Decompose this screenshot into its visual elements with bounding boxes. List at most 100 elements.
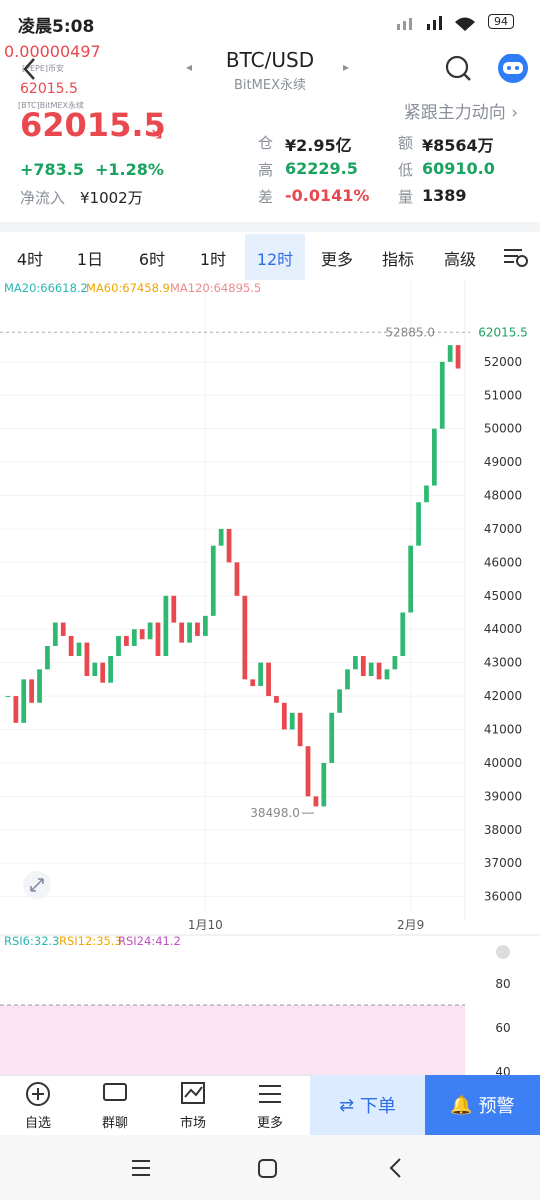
change-pct: +1.28%: [95, 160, 164, 179]
stat-label: 低: [398, 161, 414, 179]
candle: [108, 655, 113, 683]
settings-icon[interactable]: [502, 245, 530, 269]
rsi-tick-label: 60: [495, 1021, 510, 1035]
candle: [400, 612, 406, 656]
candle: [376, 662, 382, 680]
candle: [13, 696, 19, 723]
candle: [84, 642, 90, 677]
candle: [60, 622, 66, 636]
mini-price: 0.00000497: [4, 42, 101, 61]
nav-item[interactable]: 市场: [179, 1116, 206, 1131]
candle: [218, 528, 224, 546]
y-tick-label: 40000: [484, 756, 522, 770]
tab[interactable]: 指标: [381, 250, 414, 269]
alert-label: 预警: [478, 1096, 515, 1117]
candle: [439, 361, 445, 429]
candle: [202, 615, 208, 636]
stat-value: 1389: [422, 186, 467, 205]
rsi-tick-label: 80: [495, 977, 510, 991]
y-tick-label: 43000: [484, 656, 522, 670]
rsi-legend: RSI6:32.3: [4, 934, 59, 948]
candle: [360, 655, 366, 677]
stat-value: ¥2.95亿: [285, 136, 352, 155]
nav-item[interactable]: 群聊: [101, 1116, 128, 1131]
rsi-icon[interactable]: [496, 945, 510, 959]
candle: [131, 629, 137, 646]
tab[interactable]: 1日: [76, 250, 104, 269]
y-tick-label: 42000: [484, 689, 522, 703]
candle: [210, 545, 216, 616]
candle: [266, 662, 271, 697]
candle: [124, 635, 129, 646]
candle: [187, 622, 192, 643]
system-nav-icons: [132, 1158, 401, 1178]
chart: 36000 37000 38000 39000 40000 41000 42000 43000…: [0, 280, 540, 1075]
candle: [274, 696, 279, 703]
candle: [242, 595, 248, 680]
tab[interactable]: 12时: [256, 250, 294, 269]
y-tick-label: 38000: [484, 823, 522, 837]
stat-value: ¥8564万: [422, 136, 494, 155]
tab[interactable]: 更多: [320, 250, 353, 269]
battery: 94: [488, 14, 514, 29]
candle: [321, 762, 327, 807]
candle: [45, 645, 50, 670]
candle: [37, 669, 42, 703]
candle: [447, 345, 453, 362]
candle: [408, 545, 414, 613]
order-icon: ⇄: [339, 1094, 360, 1116]
candle: [76, 642, 82, 656]
y-tick-label: 50000: [484, 422, 522, 436]
alert-icon: 🔔: [450, 1094, 479, 1116]
candle: [431, 428, 437, 486]
promo-link[interactable]: 紧跟主力动向 ›: [403, 103, 518, 123]
candle: [424, 485, 429, 503]
candle: [281, 702, 287, 730]
y-tick-label: 49000: [484, 455, 522, 469]
candle: [455, 345, 461, 369]
status-time: 凌晨5:08: [18, 17, 95, 37]
inflow-label: 净流入: [20, 189, 66, 207]
rsi-tick-label: 40: [495, 1065, 510, 1075]
stat-value: -0.0141%: [285, 186, 370, 205]
nav-icons: [26, 1082, 281, 1106]
change: +783.5: [20, 160, 85, 179]
candle: [195, 622, 200, 636]
y-tick-label: 47000: [484, 522, 522, 536]
inflow: ¥1002万: [80, 189, 143, 207]
tab[interactable]: 高级: [443, 250, 476, 269]
candle: [68, 635, 74, 656]
trend-icon: ↘: [150, 124, 164, 143]
stat-value: 60910.0: [422, 159, 495, 178]
ma-label: MA20:66618.2: [4, 281, 88, 295]
nav-item[interactable]: 更多: [256, 1116, 283, 1131]
prev-arrow[interactable]: ◂: [186, 60, 193, 74]
stat-label: 仓: [258, 134, 274, 152]
tab[interactable]: 6时: [138, 250, 166, 269]
rsi-legend: RSI12:35.3: [59, 934, 122, 948]
mini-label: [BTC]BitMEX永续: [18, 101, 85, 110]
stat-value: 62229.5: [285, 159, 358, 178]
order-button[interactable]: ⇄ 下单: [310, 1075, 425, 1135]
back-button[interactable]: [20, 56, 40, 82]
rsi-band: [0, 1005, 465, 1075]
header-icons[interactable]: [444, 54, 534, 84]
last-price: 62015.5: [20, 106, 166, 144]
mini-label: [PEPE]币安: [22, 64, 64, 73]
price-tag: 62015.5: [478, 325, 528, 339]
nav-item[interactable]: 自选: [24, 1116, 51, 1131]
candle: [305, 746, 311, 797]
ma-label: MA120:64895.5: [170, 281, 262, 295]
next-arrow[interactable]: ▸: [343, 60, 350, 74]
candle: [313, 796, 319, 807]
candle: [329, 712, 335, 763]
candle: [416, 502, 421, 546]
tab[interactable]: 1时: [199, 250, 227, 269]
alert-button[interactable]: 🔔 预警: [425, 1075, 540, 1135]
tab[interactable]: 4时: [16, 250, 44, 269]
mini-price: 62015.5: [20, 81, 78, 97]
candle: [258, 662, 264, 687]
candle: [163, 595, 169, 656]
stat-label: 额: [398, 134, 414, 152]
